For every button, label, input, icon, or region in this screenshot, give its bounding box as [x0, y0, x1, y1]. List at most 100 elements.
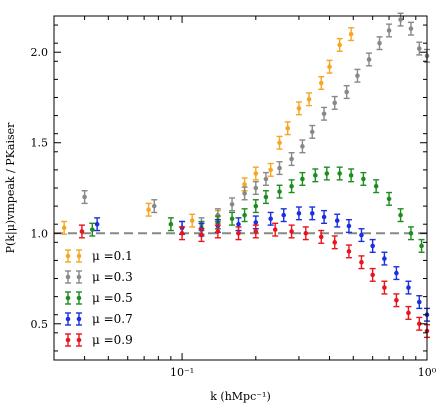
point-marker [263, 194, 269, 200]
data-point [262, 190, 269, 205]
data-point [252, 180, 259, 196]
point-marker [359, 232, 364, 238]
point-marker [277, 165, 282, 171]
legend-item: μ =0.7 [65, 312, 133, 326]
series-4 [94, 206, 430, 322]
point-marker [82, 194, 87, 200]
data-point [241, 186, 248, 201]
data-point [81, 190, 88, 205]
legend-label: μ =0.1 [92, 249, 133, 263]
point-marker [398, 212, 403, 218]
point-marker [61, 225, 67, 231]
data-point [299, 139, 306, 154]
data-point [309, 124, 316, 139]
data-point [151, 199, 158, 214]
point-marker [346, 223, 352, 229]
legend-label: μ =0.3 [92, 270, 133, 284]
point-marker [253, 171, 259, 176]
point-marker [303, 230, 309, 236]
data-point [302, 226, 309, 241]
data-point [358, 228, 365, 243]
point-marker [229, 201, 235, 207]
data-point [276, 184, 283, 199]
point-marker [398, 17, 403, 22]
point-marker [253, 203, 259, 209]
y-tick-label: 0.5 [31, 318, 49, 331]
point-marker [253, 185, 259, 191]
data-point [348, 168, 355, 183]
point-marker [268, 216, 273, 222]
point-marker [408, 26, 414, 31]
data-point [405, 280, 412, 295]
data-point [358, 255, 365, 270]
point-marker [263, 176, 269, 182]
point-marker [370, 243, 375, 249]
data-point [397, 12, 404, 27]
y-axis-label: P(k|μ)vmpeak / PKaiser [4, 122, 18, 253]
data-point [267, 162, 274, 177]
point-marker [296, 211, 302, 216]
data-point [288, 179, 295, 194]
point-marker [346, 249, 352, 254]
data-point [343, 85, 350, 100]
point-marker [289, 229, 294, 234]
data-point [321, 209, 328, 225]
data-point [386, 191, 393, 206]
x-tick-label: 10⁰ [418, 366, 437, 379]
point-marker [309, 129, 315, 135]
data-point [198, 228, 205, 243]
y-tick-label: 1.0 [31, 227, 49, 240]
data-point [262, 171, 269, 186]
point-marker [313, 173, 318, 178]
point-marker [300, 144, 305, 149]
legend-marker [76, 253, 82, 259]
point-marker [361, 176, 366, 182]
point-marker [151, 203, 157, 209]
point-marker [253, 220, 259, 225]
data-point [418, 238, 425, 253]
point-marker [386, 196, 392, 202]
point-marker [79, 229, 85, 234]
data-point [336, 37, 343, 53]
point-marker [373, 183, 379, 189]
data-point [288, 151, 295, 167]
data-point [241, 177, 248, 192]
data-point [179, 226, 186, 241]
data-point [276, 135, 283, 150]
point-marker [253, 229, 259, 234]
legend-marker [65, 337, 71, 343]
point-marker [377, 40, 382, 46]
data-point [326, 59, 333, 74]
data-point [309, 206, 316, 221]
data-point [416, 295, 423, 310]
legend-label: μ =0.7 [92, 312, 133, 326]
point-marker [289, 156, 294, 162]
point-marker [94, 221, 100, 227]
legend-marker [65, 316, 71, 322]
data-point [334, 213, 341, 228]
data-point [369, 267, 376, 282]
point-marker [394, 297, 399, 303]
data-point [376, 36, 383, 51]
point-marker [289, 183, 294, 189]
point-marker [370, 272, 375, 278]
data-point [78, 224, 85, 239]
point-marker [416, 299, 422, 305]
point-marker [344, 89, 349, 95]
point-marker [359, 259, 364, 265]
data-point [397, 208, 404, 223]
data-point [407, 21, 414, 36]
point-marker [300, 176, 305, 182]
point-marker [318, 80, 324, 86]
point-marker [337, 171, 342, 176]
point-marker [306, 96, 312, 102]
legend-label: μ =0.9 [92, 333, 133, 347]
data-point [276, 161, 283, 176]
series-layer [61, 12, 430, 339]
point-marker [419, 243, 424, 249]
point-marker [318, 234, 324, 240]
ticks-layer: 10⁻¹ 10⁰ 0.5 1.0 1.5 2.0 [31, 16, 437, 379]
data-point [306, 92, 313, 107]
point-marker [337, 42, 342, 48]
data-point [354, 68, 361, 83]
